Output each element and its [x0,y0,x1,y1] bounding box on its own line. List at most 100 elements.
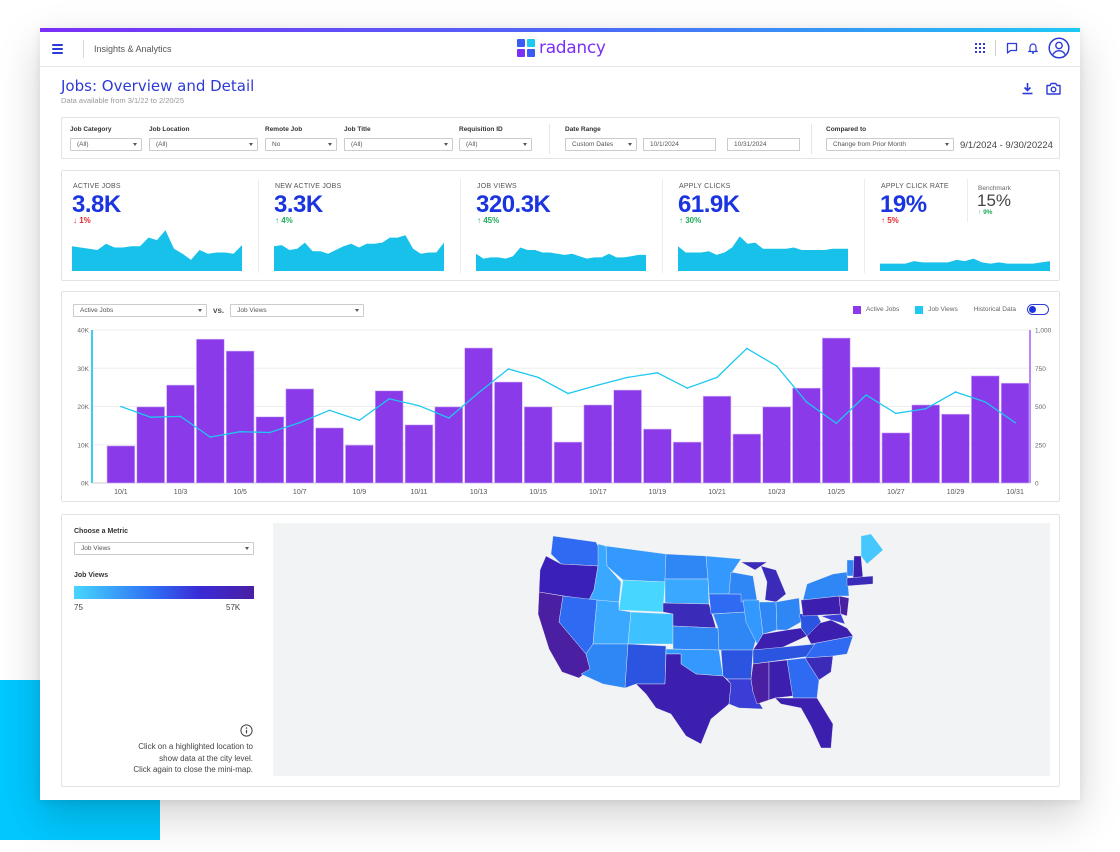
date-range-select[interactable]: Custom Dates [565,138,637,151]
point-job-views[interactable] [924,407,927,410]
point-job-views[interactable] [954,391,957,393]
state-ar[interactable] [720,649,754,680]
info-icon[interactable] [240,724,253,742]
bar-active-jobs[interactable] [225,350,255,484]
requisition-id-select[interactable]: (All) [459,138,532,151]
job-category-select[interactable]: (All) [70,138,142,151]
point-job-views[interactable] [447,417,450,419]
chat-icon[interactable] [1006,42,1018,54]
point-job-views[interactable] [507,368,510,370]
state-ny[interactable] [802,571,850,601]
kpi-card-apply-click-rate[interactable]: APPLY CLICK RATE 19% ↑ 5% Benchmark 15% … [870,171,1060,282]
compared-to-select[interactable]: Change from Prior Month [826,138,954,151]
point-job-views[interactable] [865,394,867,396]
state-oh[interactable] [775,597,802,631]
point-job-views[interactable] [328,409,331,412]
point-job-views[interactable] [716,376,718,379]
secondary-metric-select[interactable]: Job Views [230,304,365,317]
job-title-select[interactable]: (All) [344,138,453,151]
point-job-views[interactable] [477,391,480,394]
state-nm[interactable] [624,643,667,689]
end-date-input[interactable]: 10/31/2024 [727,138,800,151]
bar-active-jobs[interactable] [315,427,344,484]
bar-active-jobs[interactable] [196,338,225,484]
bar-active-jobs[interactable] [464,347,493,484]
kpi-card-apply-clicks[interactable]: APPLY CLICKS 61.9K ↑ 30% [668,171,858,282]
bar-active-jobs[interactable] [971,375,1000,484]
point-job-views[interactable] [567,392,569,395]
point-job-views[interactable] [388,398,390,400]
bar-active-jobs[interactable] [404,424,434,484]
kpi-card-new-active-jobs[interactable]: NEW ACTIVE JOBS 3.3K ↑ 4% [264,171,454,282]
state-nd[interactable] [664,553,709,580]
point-job-views[interactable] [537,376,539,379]
camera-icon[interactable] [1046,82,1061,95]
state-md[interactable] [820,613,846,625]
state-wa[interactable] [550,535,602,567]
point-job-views[interactable] [209,436,212,438]
bar-active-jobs[interactable] [523,406,553,484]
metric-select[interactable]: Job Views [74,542,254,555]
radancy-logo[interactable]: radancy [517,38,606,58]
point-job-views[interactable] [984,401,987,403]
bar-active-jobs[interactable] [583,404,613,484]
kpi-card-job-views[interactable]: JOB VIEWS 320.3K ↑ 45% [466,171,656,282]
point-job-views[interactable] [597,384,599,386]
point-job-views[interactable] [1014,421,1016,424]
apps-grid-icon[interactable] [975,43,985,53]
bar-active-jobs[interactable] [1000,382,1030,484]
bar-active-jobs[interactable] [702,395,732,484]
menu-icon[interactable] [52,38,74,60]
bar-active-jobs[interactable] [881,432,911,484]
kpi-card-active-jobs[interactable]: ACTIVE JOBS 3.8K ↓ 1% [62,171,252,282]
bar-active-jobs[interactable] [911,404,940,484]
state-wi[interactable] [728,571,758,603]
point-job-views[interactable] [269,431,271,434]
state-tx[interactable] [635,653,732,745]
point-job-views[interactable] [895,412,897,415]
legend-item-job-views[interactable]: Job Views [915,305,958,314]
point-job-views[interactable] [626,376,629,379]
bar-active-jobs[interactable] [345,444,374,484]
state-ia[interactable] [708,593,747,615]
bar-active-jobs[interactable] [851,366,881,484]
bar-active-jobs[interactable] [285,388,314,484]
state-co[interactable] [627,611,674,645]
state-wy[interactable] [618,579,666,613]
state-ma[interactable] [846,575,874,587]
job-location-select[interactable]: (All) [149,138,258,151]
state-nj[interactable] [838,595,850,617]
point-job-views[interactable] [179,415,182,418]
state-nh[interactable] [852,555,864,579]
bar-active-jobs[interactable] [136,406,165,484]
bell-icon[interactable] [1028,42,1038,54]
bar-active-jobs[interactable] [494,381,523,484]
bar-active-jobs[interactable] [374,390,404,484]
point-job-views[interactable] [746,347,748,350]
bar-active-jobs[interactable] [255,416,285,484]
point-job-views[interactable] [418,404,420,407]
start-date-input[interactable]: 10/1/2024 [643,138,716,151]
download-icon[interactable] [1021,82,1034,95]
bar-active-jobs[interactable] [643,428,672,484]
point-job-views[interactable] [239,430,241,433]
us-choropleth-map[interactable] [273,523,1050,776]
state-al[interactable] [768,659,794,701]
bar-active-jobs[interactable] [822,337,851,484]
bar-active-jobs[interactable] [732,433,762,484]
remote-job-select[interactable]: No [265,138,337,151]
point-job-views[interactable] [656,372,659,374]
bar-active-jobs[interactable] [792,387,821,484]
point-job-views[interactable] [835,422,838,425]
point-job-views[interactable] [120,405,122,408]
bar-active-jobs[interactable] [434,406,463,484]
state-me[interactable] [860,533,884,565]
bar-active-jobs[interactable] [673,441,702,484]
point-job-views[interactable] [358,419,361,422]
state-ks[interactable] [672,625,720,651]
point-job-views[interactable] [686,387,689,389]
bar-active-jobs[interactable] [941,413,970,484]
user-avatar-icon[interactable] [1048,37,1070,59]
point-job-views[interactable] [298,421,301,424]
point-job-views[interactable] [805,401,808,403]
